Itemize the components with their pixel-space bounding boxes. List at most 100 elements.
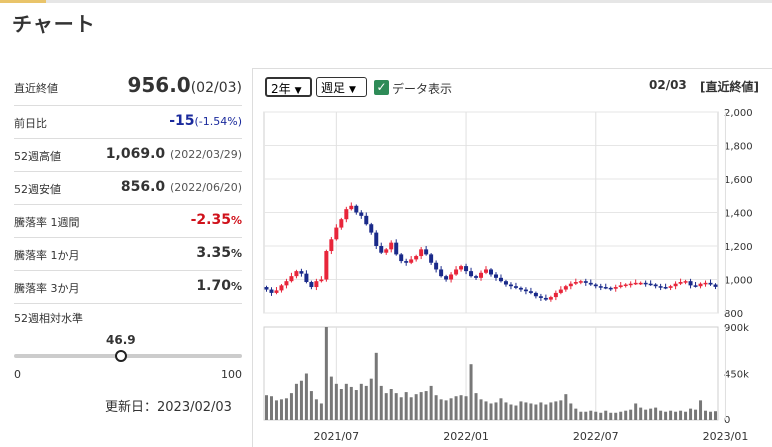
volume-bar [499,398,503,420]
candle-body [424,249,429,255]
candle-body [603,287,608,289]
volume-bar [314,399,318,420]
drop3m-unit: % [230,280,242,293]
candle-body [498,277,503,282]
candle-body [399,254,404,262]
volume-bar [284,398,288,420]
close-label: 直近終値 [14,82,58,95]
candle-body [419,249,424,257]
candle-body [409,259,414,263]
candle-body [404,261,409,263]
volume-bar [639,407,643,420]
volume-bar [394,393,398,420]
period-select-value: 2年 [271,82,291,96]
volume-bar [344,383,348,420]
period-select[interactable]: 2年 ▼ [265,77,312,97]
volume-tick-label: 450k [724,370,749,381]
candle-body [329,239,334,252]
candle-body [523,289,528,292]
low52-label: 52週安値 [14,183,61,196]
volume-bar [599,412,603,420]
volume-bar [629,409,633,420]
candle-body [454,269,459,275]
drop1w-value: -2.35 [190,212,231,228]
volume-bar [524,402,528,420]
close-value-group: 956.0(02/03) [127,73,242,97]
volume-bar [349,386,353,420]
candle-body [698,283,703,287]
candle-body [284,281,289,286]
volume-bar [399,397,403,420]
volume-bar [479,399,483,420]
price-tick-label: 800 [724,309,743,320]
candle-body [653,284,658,287]
candle-body [434,262,439,270]
updated-date: 更新日：2023/02/03 [105,400,232,415]
relative-level-marker [114,350,127,362]
volume-bar [684,411,688,420]
volume-bar [619,411,623,420]
volume-bar [689,408,693,420]
volume-bar [699,400,703,420]
candle-body [693,285,698,287]
close-date: (02/03) [190,80,242,96]
candle-body [304,273,309,283]
candle-body [568,283,573,287]
candle-body [469,271,474,277]
candle-body [279,285,284,291]
candle-body [429,254,434,263]
candle-body [334,227,339,240]
volume-bar [464,396,468,420]
volume-bar [329,376,333,420]
relative-level-label: 52週相対水準 [14,312,83,325]
volume-bar [714,411,718,420]
chevron-down-icon: ▼ [294,86,302,96]
volume-bar [304,373,308,420]
candle-body [439,269,444,277]
volume-bar [469,364,473,420]
candle-body [618,285,623,288]
volume-bar [659,410,663,420]
checkmark-icon: ✓ [376,80,387,94]
volume-bar [299,380,303,420]
volume-bar [569,403,573,420]
candle-body [518,287,523,290]
volume-bar [384,393,388,420]
drop3m-value-group: 1.70% [196,278,242,294]
candle-body [713,284,718,287]
price-tick-label: 2,000 [724,108,753,119]
volume-bar [434,395,438,420]
x-tick-label: 2022/01 [443,430,489,443]
volume-bar [674,411,678,420]
candle-body [449,274,454,280]
page-title: チャート [12,12,96,36]
volume-bar [404,392,408,420]
candle-body [688,281,693,286]
chevron-down-icon: ▼ [349,85,356,95]
candle-body [573,282,578,284]
candle-body [389,242,394,250]
volume-bar [709,411,713,420]
show-data-checkbox[interactable]: ✓ [374,80,389,95]
drop1w-value-group: -2.35% [191,212,242,228]
volume-bar [504,402,508,420]
change-value: -15 [169,113,195,129]
stat-row-drop1m: 騰落率 1か月 3.35% [14,238,242,271]
volume-bar [624,410,628,420]
volume-bar [704,410,708,420]
chart-panel [252,68,772,447]
span-select[interactable]: 週足 ▼ [316,77,367,97]
volume-bar [609,412,613,420]
volume-bar [554,401,558,420]
candle-body [553,292,558,298]
show-data-label[interactable]: データ表示 [392,82,453,96]
candle-body [374,232,379,246]
volume-bar [289,393,293,420]
candle-body [503,281,508,285]
candle-body [464,266,469,272]
candle-body [673,283,678,287]
volume-bar [449,398,453,420]
volume-bar [359,383,363,420]
volume-bar [279,399,283,420]
volume-bar [529,403,533,420]
